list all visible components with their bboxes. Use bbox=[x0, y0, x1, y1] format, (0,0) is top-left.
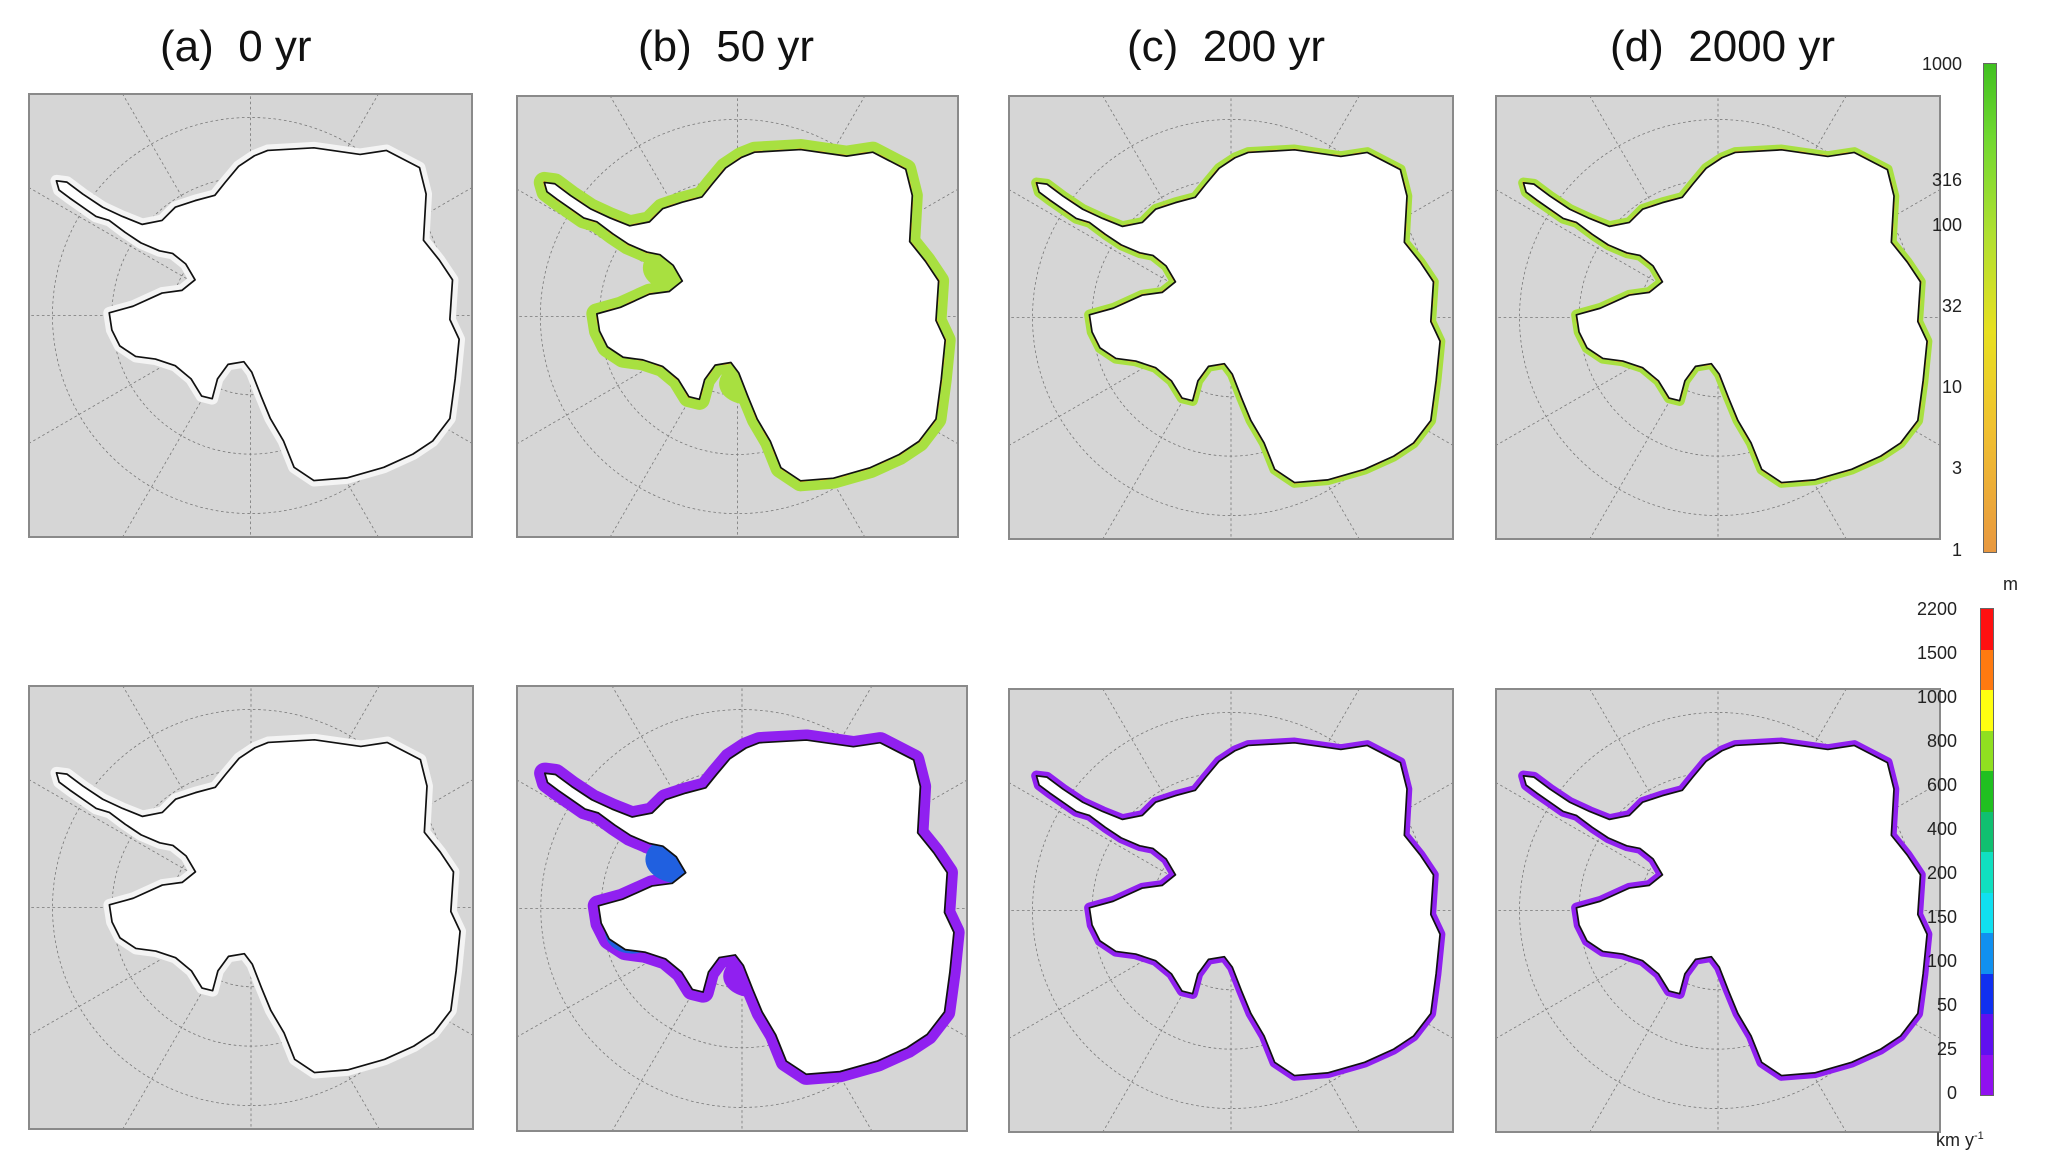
thickness-tick-10: 10 bbox=[1941, 377, 1962, 397]
velocity-map-0yr bbox=[28, 685, 474, 1130]
velocity-band-100 bbox=[1981, 933, 1993, 974]
velocity-band-50 bbox=[1981, 973, 1993, 1014]
antarctica-map-svg bbox=[1497, 690, 1939, 1131]
grounded-ice-sheet bbox=[543, 739, 955, 1076]
graticule-meridian bbox=[1102, 910, 1232, 1131]
velocity-band-400 bbox=[1981, 811, 1993, 852]
graticule-meridian bbox=[610, 316, 738, 536]
thickness-unit: m bbox=[2003, 574, 2018, 594]
velocity-band-0 bbox=[1981, 1054, 1993, 1095]
velocity-band-2200 bbox=[1981, 609, 1993, 650]
velocity-band-150 bbox=[1981, 892, 1993, 933]
thickness-tick-100: 100 bbox=[1931, 215, 1962, 235]
velocity-tick-150: 150 bbox=[1926, 907, 1957, 927]
antarctica-map-svg bbox=[1010, 97, 1452, 538]
velocity-unit-base: km y bbox=[1936, 1130, 1974, 1150]
velocity-tick-50: 50 bbox=[1936, 995, 1957, 1015]
graticule-meridian bbox=[122, 907, 252, 1128]
thickness-map-50yr bbox=[516, 95, 959, 538]
velocity-tick-0: 0 bbox=[1946, 1083, 1957, 1103]
velocity-tick-200: 200 bbox=[1926, 863, 1957, 883]
velocity-tick-800: 800 bbox=[1926, 731, 1957, 751]
velocity-band-25 bbox=[1981, 1014, 1993, 1055]
panel-title-a: (a) 0 yr bbox=[160, 22, 312, 71]
thickness-map-2000yr bbox=[1495, 95, 1941, 540]
antarctica-map-svg bbox=[1010, 690, 1452, 1131]
thickness-colorbar bbox=[1983, 63, 1997, 553]
graticule-meridian bbox=[1102, 317, 1232, 538]
grounded-ice-sheet bbox=[543, 148, 947, 482]
velocity-band-200 bbox=[1981, 852, 1993, 893]
thickness-tick-1: 1 bbox=[1951, 540, 1962, 560]
grounded-ice-sheet bbox=[1522, 741, 1928, 1077]
velocity-map-200yr bbox=[1008, 688, 1454, 1133]
thickness-colorbar-gradient bbox=[1984, 64, 1996, 552]
thickness-tick-32: 32 bbox=[1941, 296, 1962, 316]
velocity-map-2000yr bbox=[1495, 688, 1941, 1133]
graticule-meridian bbox=[612, 908, 743, 1130]
velocity-tick-1500: 1500 bbox=[1916, 643, 1957, 663]
antarctica-map-svg bbox=[518, 687, 966, 1130]
panel-title-c: (c) 200 yr bbox=[1127, 22, 1326, 71]
velocity-unit: km y-1 bbox=[1936, 1130, 1984, 1151]
velocity-tick-1000: 1000 bbox=[1916, 687, 1957, 707]
thickness-map-200yr bbox=[1008, 95, 1454, 540]
thickness-map-0yr bbox=[28, 93, 473, 538]
velocity-tick-400: 400 bbox=[1926, 819, 1957, 839]
grounded-ice-sheet bbox=[55, 738, 461, 1074]
panel-title-d: (d) 2000 yr bbox=[1610, 22, 1835, 71]
thickness-tick-3: 3 bbox=[1951, 458, 1962, 478]
velocity-tick-25: 25 bbox=[1936, 1039, 1957, 1059]
velocity-tick-2200: 2200 bbox=[1916, 599, 1957, 619]
velocity-colorbar bbox=[1980, 608, 1994, 1096]
velocity-map-50yr bbox=[516, 685, 968, 1132]
grounded-ice-sheet bbox=[55, 146, 460, 482]
antarctica-map-svg bbox=[30, 687, 472, 1128]
velocity-tick-600: 600 bbox=[1926, 775, 1957, 795]
grounded-ice-sheet bbox=[1035, 741, 1441, 1077]
velocity-band-1500 bbox=[1981, 649, 1993, 690]
velocity-unit-exponent: -1 bbox=[1974, 1130, 1984, 1142]
grounded-ice-sheet bbox=[1035, 148, 1441, 484]
velocity-band-600 bbox=[1981, 771, 1993, 812]
grounded-ice-sheet bbox=[1522, 148, 1928, 484]
antarctica-map-svg bbox=[518, 97, 957, 536]
velocity-tick-100: 100 bbox=[1926, 951, 1957, 971]
thickness-tick-1000: 1000 bbox=[1921, 54, 1962, 74]
velocity-band-1000 bbox=[1981, 690, 1993, 731]
antarctica-map-svg bbox=[1497, 97, 1939, 538]
graticule-meridian bbox=[1589, 317, 1719, 538]
velocity-band-800 bbox=[1981, 730, 1993, 771]
panel-title-b: (b) 50 yr bbox=[638, 22, 815, 71]
antarctica-map-svg bbox=[30, 95, 471, 536]
thickness-tick-316: 316 bbox=[1931, 170, 1962, 190]
graticule-meridian bbox=[122, 315, 251, 536]
graticule-meridian bbox=[1589, 910, 1719, 1131]
